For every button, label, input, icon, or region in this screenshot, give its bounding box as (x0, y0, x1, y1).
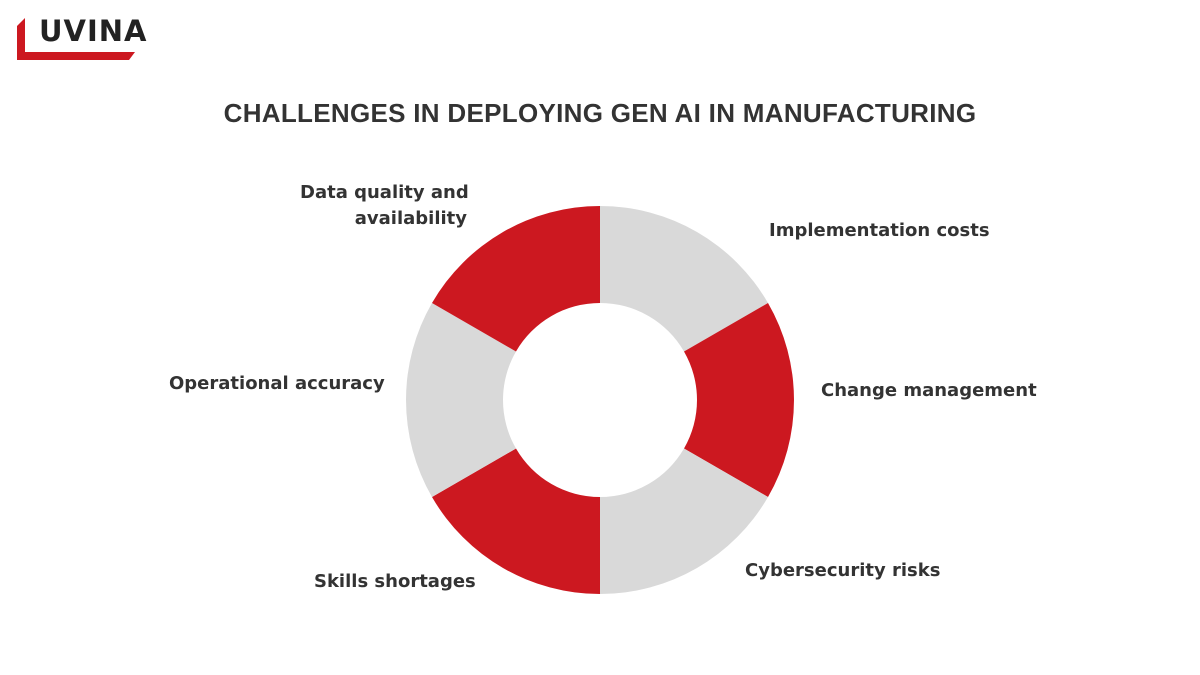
page-title: CHALLENGES IN DEPLOYING GEN AI IN MANUFA… (223, 98, 977, 128)
segment-data-quality (432, 206, 600, 352)
segment-operational-accuracy (406, 303, 516, 497)
segment-implementation-costs (600, 206, 768, 352)
luvina-logo: UVINA (17, 14, 147, 62)
label-line: Data quality and (300, 182, 469, 203)
segment-change-management (684, 303, 794, 497)
logo-text: UVINA (39, 14, 148, 48)
label-line: availability (354, 208, 467, 229)
label-data-quality: Data quality and availability (300, 180, 469, 232)
label-cybersecurity-risks: Cybersecurity risks (745, 560, 941, 581)
segment-skills-shortages (432, 448, 600, 594)
label-change-management: Change management (821, 380, 1037, 401)
label-implementation-costs: Implementation costs (769, 220, 990, 241)
label-skills-shortages: Skills shortages (314, 571, 476, 592)
logo-bracket-icon (17, 18, 135, 60)
label-operational-accuracy: Operational accuracy (169, 373, 385, 394)
segment-cybersecurity-risks (600, 448, 768, 594)
